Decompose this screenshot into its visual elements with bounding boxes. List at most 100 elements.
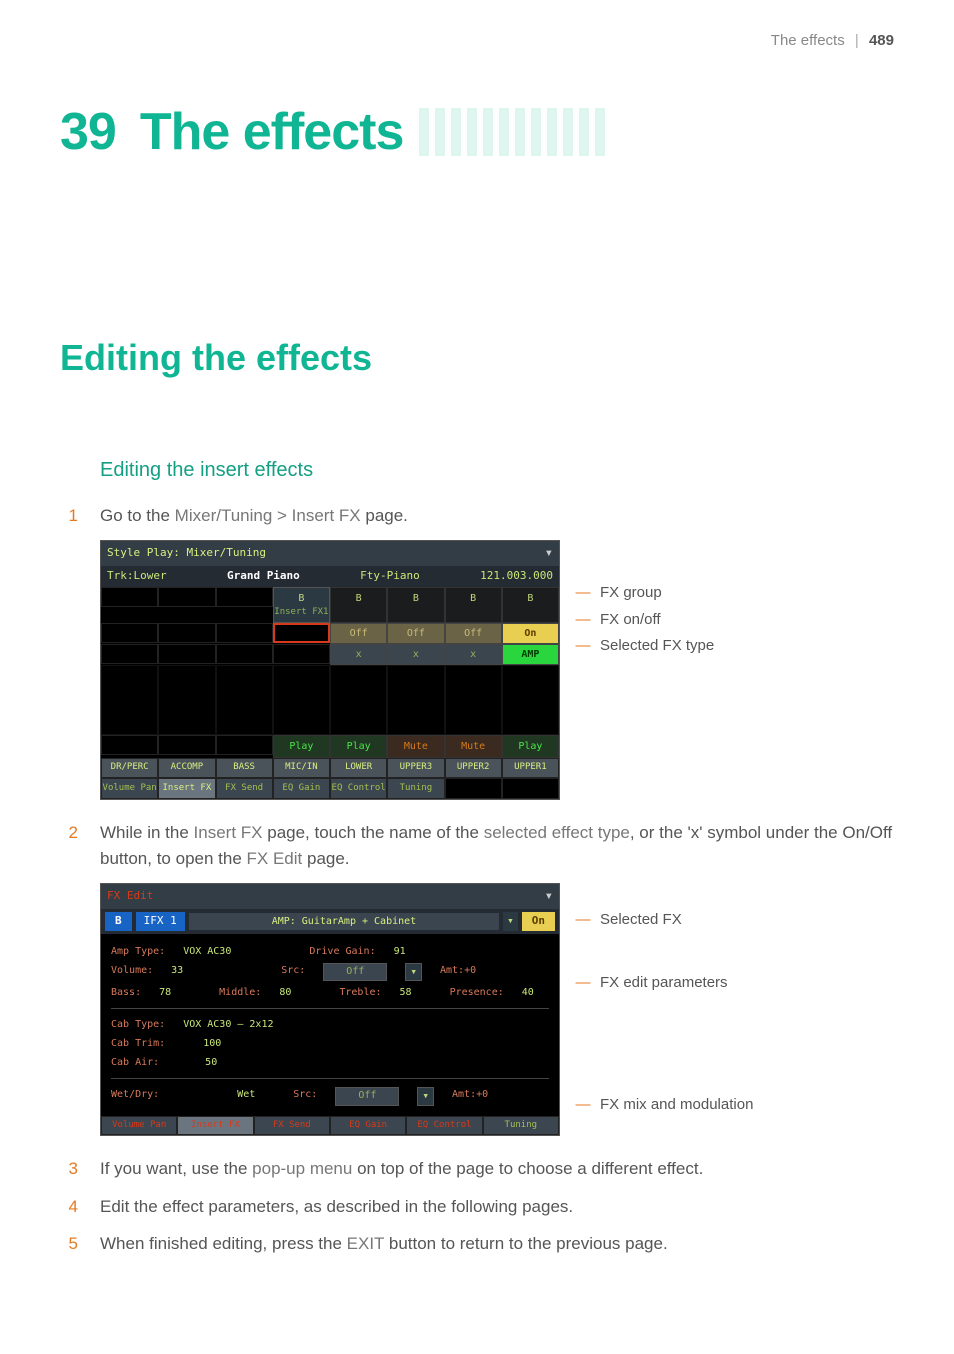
step-emphasis: selected effect type	[484, 823, 630, 842]
param-value[interactable]: 50	[205, 1055, 217, 1070]
callout-line-icon: —	[574, 972, 592, 995]
play-button[interactable]: Play	[273, 735, 330, 758]
param-value[interactable]: Wet	[237, 1087, 255, 1106]
tab-insert-fx[interactable]: Insert FX	[158, 778, 215, 800]
tab-eq-gain[interactable]: EQ Gain	[273, 778, 330, 800]
fx-type-amp[interactable]: AMP	[502, 644, 559, 665]
callout-line-icon: —	[574, 635, 592, 658]
step-text: When finished editing, press the	[100, 1234, 347, 1253]
fx-off-button[interactable]: Off	[330, 623, 387, 644]
selected-slot-outline	[273, 623, 330, 643]
param-value[interactable]: 40	[522, 985, 534, 1000]
menu-arrow-icon[interactable]: ▾	[545, 886, 553, 907]
param-value[interactable]: VOX AC30 – 2x12	[183, 1017, 273, 1032]
param-value[interactable]: 80	[279, 985, 291, 1000]
callout-line-icon: —	[574, 609, 592, 632]
annotation-label: Selected FX	[600, 909, 682, 932]
tab-fx-send[interactable]: FX Send	[216, 778, 273, 800]
section-heading: Editing the effects	[60, 331, 894, 385]
fx-group-cell[interactable]: B	[502, 587, 559, 624]
empty-grid	[101, 665, 559, 735]
subsection-heading: Editing the insert effects	[100, 455, 894, 485]
fx-onoff-row: Off Off Off On	[101, 623, 559, 644]
step-3: 3 If you want, use the pop-up menu on to…	[60, 1156, 894, 1182]
tab-volume-pan[interactable]: Volume Pan	[101, 778, 158, 800]
step-number: 2	[60, 820, 78, 871]
param-value[interactable]: 33	[171, 963, 183, 982]
annotations-2: —Selected FX —FX edit parameters —FX mix…	[574, 883, 753, 1117]
fx-type-x[interactable]: x	[445, 644, 502, 665]
annotation-label: FX on/off	[600, 609, 661, 632]
figure-2: FX Edit ▾ B IFX 1 AMP: GuitarAmp + Cabin…	[100, 883, 894, 1136]
tab-tuning[interactable]: Tuning	[387, 778, 444, 800]
screenshot-fx-edit: FX Edit ▾ B IFX 1 AMP: GuitarAmp + Cabin…	[100, 883, 560, 1136]
window-titlebar: Style Play: Mixer/Tuning ▾	[101, 541, 559, 566]
tab-insert-fx[interactable]: Insert FX	[177, 1116, 253, 1136]
src-off-box[interactable]: Off	[323, 963, 387, 982]
mute-button[interactable]: Mute	[387, 735, 444, 758]
fx-off-button[interactable]: Off	[445, 623, 502, 644]
tab-eq-control[interactable]: EQ Control	[330, 778, 387, 800]
fx-on-button[interactable]: On	[522, 912, 555, 931]
step-number: 5	[60, 1231, 78, 1257]
fx-on-button[interactable]: On	[502, 623, 559, 644]
track-label: BASS	[216, 758, 273, 778]
dropdown-icon[interactable]: ▾	[405, 963, 422, 982]
param-value[interactable]: 91	[394, 944, 406, 959]
tab-eq-control[interactable]: EQ Control	[406, 1116, 482, 1136]
tab-volume-pan[interactable]: Volume Pan	[101, 1116, 177, 1136]
dropdown-icon[interactable]: ▾	[417, 1087, 434, 1106]
track-label: UPPER1	[502, 758, 559, 778]
fx-group-cell[interactable]: B	[445, 587, 502, 624]
play-button[interactable]: Play	[330, 735, 387, 758]
fx-dropdown-icon[interactable]: ▾	[503, 912, 518, 931]
fx-params: Amp Type: VOX AC30 Drive Gain: 91 Volume…	[101, 934, 559, 1116]
menu-arrow-icon[interactable]: ▾	[545, 543, 553, 564]
param-label: Presence:	[450, 985, 504, 1000]
preset-type: Fty-Piano	[360, 568, 420, 585]
step-number: 4	[60, 1194, 78, 1220]
step-emphasis: Mixer/Tuning > Insert FX	[175, 506, 361, 525]
fx-group-cell[interactable]: B	[387, 587, 444, 624]
screenshot-mixer-tuning: Style Play: Mixer/Tuning ▾ Trk:Lower Gra…	[100, 540, 560, 800]
tab-tuning[interactable]: Tuning	[483, 1116, 559, 1136]
fx-group-cell[interactable]: B	[330, 587, 387, 624]
step-number: 1	[60, 503, 78, 529]
param-value[interactable]: Amt:+0	[452, 1087, 488, 1106]
param-value[interactable]: Amt:+0	[440, 963, 476, 982]
fx-type-x[interactable]: x	[387, 644, 444, 665]
fx-type-x[interactable]: x	[330, 644, 387, 665]
step-body: When finished editing, press the EXIT bu…	[100, 1231, 894, 1257]
insert-fx-label: B Insert FX1	[273, 587, 330, 624]
track-label: MIC/IN	[273, 758, 330, 778]
mute-button[interactable]: Mute	[445, 735, 502, 758]
bottom-tabs: Volume Pan Insert FX FX Send EQ Gain EQ …	[101, 1116, 559, 1136]
annotation-selected-fx: —Selected FX	[574, 909, 753, 932]
annotation-fx-mix-mod: —FX mix and modulation	[574, 1094, 753, 1117]
step-text: button to return to the previous page.	[384, 1234, 668, 1253]
track-label: Trk:Lower	[107, 568, 167, 585]
param-value[interactable]: 58	[400, 985, 412, 1000]
play-button[interactable]: Play	[502, 735, 559, 758]
page-number: 489	[869, 32, 894, 49]
param-label: Bass:	[111, 985, 141, 1000]
src-off-box[interactable]: Off	[335, 1087, 399, 1106]
header-separator: |	[855, 32, 859, 49]
tab-fx-send[interactable]: FX Send	[254, 1116, 330, 1136]
tab-eq-gain[interactable]: EQ Gain	[330, 1116, 406, 1136]
track-label: LOWER	[330, 758, 387, 778]
step-emphasis: pop-up menu	[252, 1159, 352, 1178]
param-value[interactable]: VOX AC30	[183, 944, 231, 959]
step-text: While in the	[100, 823, 194, 842]
chapter-heading: 39 The effects	[60, 93, 894, 171]
fx-group-row: B Insert FX1 B B B B	[101, 587, 559, 624]
annotation-label: FX group	[600, 582, 662, 605]
fx-name[interactable]: AMP: GuitarAmp + Cabinet	[189, 913, 499, 930]
step-text: on top of the page to choose a different…	[352, 1159, 703, 1178]
callout-line-icon: —	[574, 1094, 592, 1117]
param-value[interactable]: 100	[203, 1036, 221, 1051]
fx-off-button[interactable]: Off	[387, 623, 444, 644]
chapter-number: 39	[60, 93, 116, 171]
param-value[interactable]: 78	[159, 985, 171, 1000]
annotation-label: FX edit parameters	[600, 972, 728, 995]
